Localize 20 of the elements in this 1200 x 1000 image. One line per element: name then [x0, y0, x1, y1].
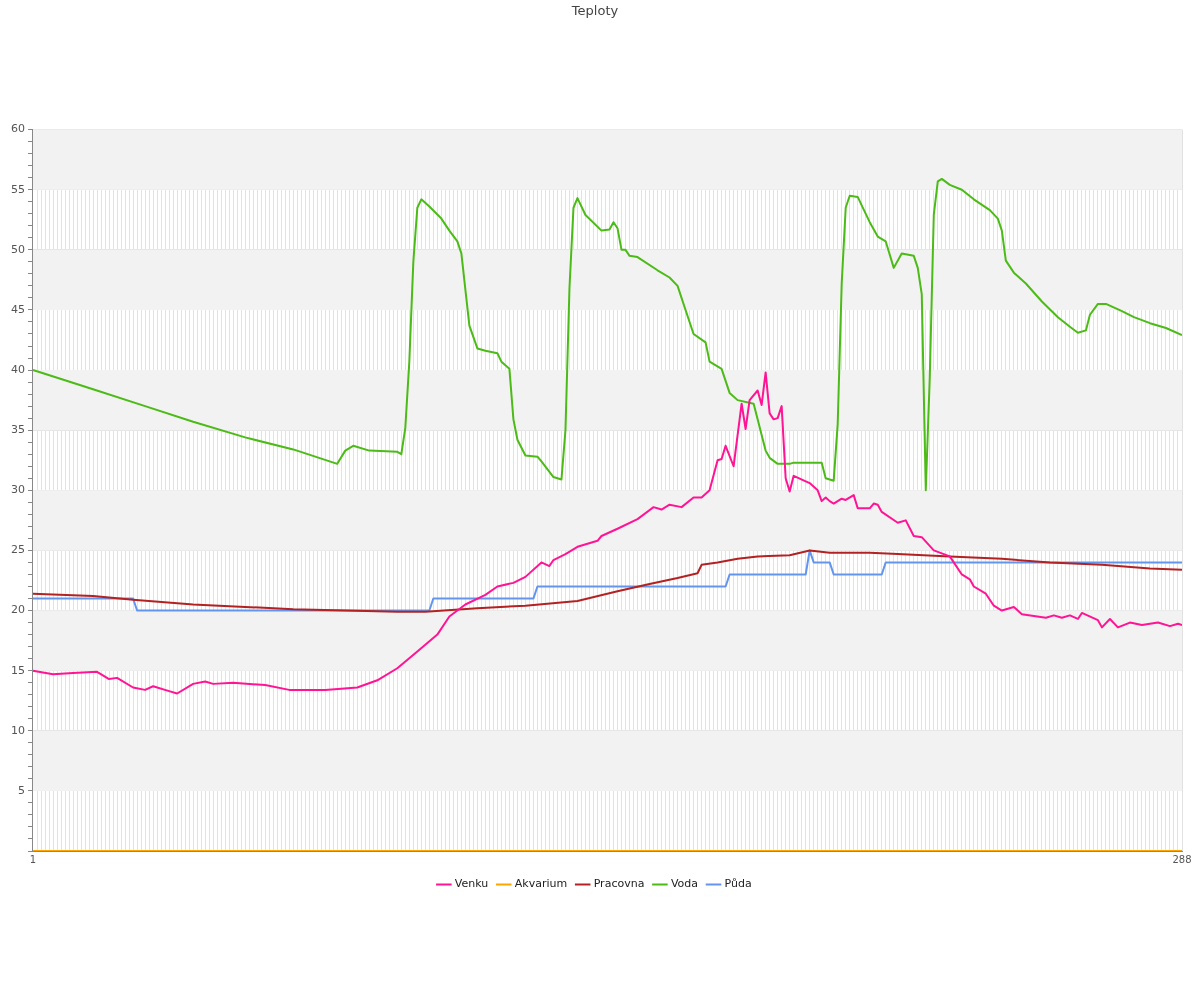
legend-label: Akvarium: [514, 877, 568, 891]
chart-title: Teploty: [570, 3, 619, 19]
legend-label: Půda: [724, 877, 752, 891]
x-tick-label: 1: [29, 853, 37, 865]
y-tick-label: 40: [11, 362, 25, 376]
y-tick-label: 20: [11, 603, 25, 617]
y-tick-label: 5: [18, 783, 25, 797]
y-tick-label: 50: [11, 242, 25, 256]
y-tick-label: 30: [11, 483, 25, 497]
y-tick-label: 60: [11, 122, 25, 136]
x-tick-label: 288: [1172, 853, 1192, 865]
y-tick-label: 45: [11, 302, 25, 316]
y-tick-label: 55: [11, 182, 25, 196]
y-tick-label: 35: [11, 423, 25, 437]
y-tick-label: 25: [11, 543, 25, 557]
legend-label: Pracovna: [593, 877, 645, 891]
y-tick-label: 15: [11, 663, 25, 677]
legend-label: Venku: [454, 877, 489, 891]
legend-label: Voda: [670, 877, 699, 891]
y-tick-label: 10: [11, 723, 25, 737]
